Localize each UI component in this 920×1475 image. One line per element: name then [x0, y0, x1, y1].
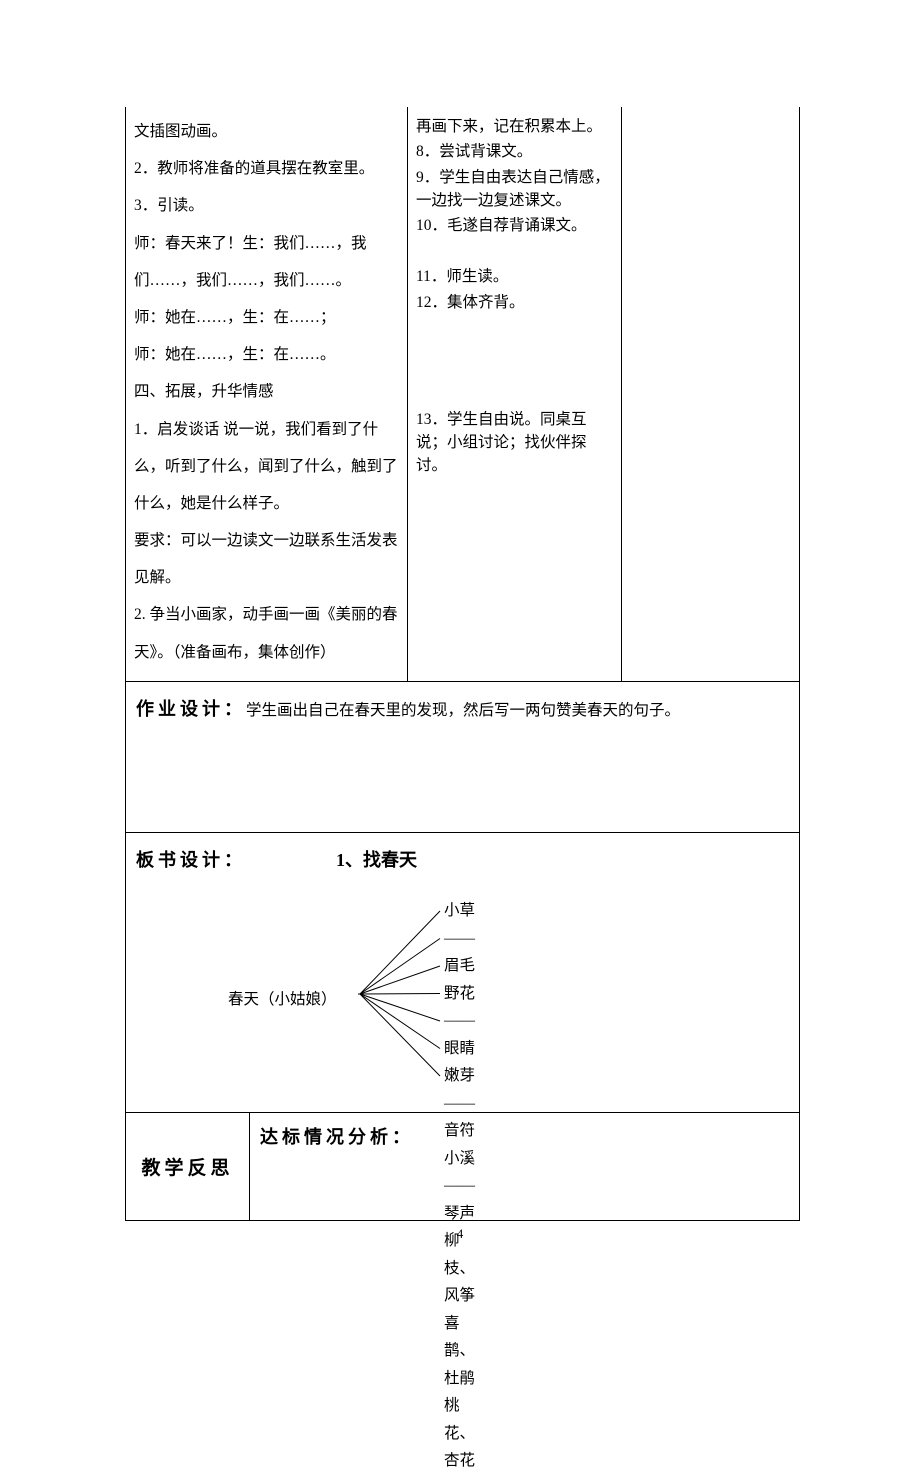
- page-number: 4: [0, 1226, 920, 1242]
- diagram-root: 春天（小姑娘）: [228, 985, 337, 1014]
- text-line: 四、拓展，升华情感: [134, 373, 399, 410]
- board-title-row: 板书设计： 1、找春天: [136, 843, 417, 877]
- text-line: 10．毛遂自荐背诵课文。: [416, 214, 613, 237]
- lesson-plan-table: 文插图动画。2．教师将准备的道具摆在教室里。3．引读。师：春天来了！生：我们………: [125, 107, 800, 1221]
- text-line: 师：春天来了！生：我们……，我们……，我们……，我们……。: [134, 225, 399, 299]
- homework-cell: 作业设计：学生画出自己在春天里的发现，然后写一两句赞美春天的句子。: [126, 682, 690, 832]
- homework-label: 作业设计：: [136, 699, 246, 719]
- reflection-label: 教学反思: [126, 1113, 250, 1220]
- text-line: 3．引读。: [134, 187, 399, 224]
- text-line: 再画下来，记在积累本上。: [416, 115, 613, 138]
- board-design-cell: 板书设计： 1、找春天 春天（小姑娘） 小草——眉毛野花——眼睛嫩芽——音符小溪…: [126, 833, 427, 1112]
- document-page: 文插图动画。2．教师将准备的道具摆在教室里。3．引读。师：春天来了！生：我们………: [0, 0, 920, 1302]
- diagram-item: 小草——眉毛: [444, 897, 475, 980]
- teacher-activity-cell: 文插图动画。2．教师将准备的道具摆在教室里。3．引读。师：春天来了！生：我们………: [126, 107, 408, 681]
- diagram-item: 桃花、杏花: [444, 1392, 475, 1475]
- text-line: 8．尝试背课文。: [416, 140, 613, 163]
- diagram-lines: [358, 897, 442, 1092]
- homework-text: 学生画出自己在春天里的发现，然后写一两句赞美春天的句子。: [246, 702, 680, 719]
- board-label: 板书设计：: [136, 843, 246, 877]
- activity-row: 文插图动画。2．教师将准备的道具摆在教室里。3．引读。师：春天来了！生：我们………: [126, 107, 799, 682]
- student-activity-cell: 再画下来，记在积累本上。8．尝试背课文。 9．学生自由表达自己情感，一边找一边复述…: [408, 107, 622, 681]
- text-line: 9．学生自由表达自己情感，一边找一边复述课文。: [416, 166, 613, 213]
- text-line: 文插图动画。: [134, 113, 399, 150]
- text-line: 11．师生读。: [416, 265, 613, 288]
- diagram-item: 小溪——琴声: [444, 1145, 475, 1228]
- diagram-item: 喜鹊、杜鹃: [444, 1310, 475, 1393]
- text-line: 2. 争当小画家，动手画一画《美丽的春天》。（准备画布，集体创作）: [134, 596, 399, 670]
- spacer: [416, 239, 613, 263]
- text-line: 13．学生自由说。同桌互说；小组讨论；找伙伴探讨。: [416, 408, 613, 478]
- text-line: 师：她在……，生：在……。: [134, 336, 399, 373]
- homework-row: 作业设计：学生画出自己在春天里的发现，然后写一两句赞美春天的句子。: [126, 682, 799, 833]
- analysis-label: 达标情况分析：: [250, 1113, 799, 1220]
- board-title: 1、找春天: [336, 843, 417, 877]
- text-line: 1．启发谈话 说一说，我们看到了什么，听到了什么，闻到了什么，触到了什么，她是什…: [134, 411, 399, 523]
- text-line: 要求：可以一边读文一边联系生活发表见解。: [134, 522, 399, 596]
- text-line: 12．集体齐背。: [416, 291, 613, 314]
- notes-cell: [622, 107, 799, 681]
- diagram-item: 嫩芽——音符: [444, 1062, 475, 1145]
- spacer: [416, 316, 613, 406]
- text-line: 2．教师将准备的道具摆在教室里。: [134, 150, 399, 187]
- board-design-row: 板书设计： 1、找春天 春天（小姑娘） 小草——眉毛野花——眼睛嫩芽——音符小溪…: [126, 833, 799, 1113]
- diagram-items: 小草——眉毛野花——眼睛嫩芽——音符小溪——琴声柳枝、风筝喜鹊、杜鹃桃花、杏花: [444, 897, 475, 1475]
- board-diagram: 春天（小姑娘） 小草——眉毛野花——眼睛嫩芽——音符小溪——琴声柳枝、风筝喜鹊、…: [136, 897, 417, 1092]
- diagram-item: 野花——眼睛: [444, 980, 475, 1063]
- text-line: 师：她在……，生：在……；: [134, 299, 399, 336]
